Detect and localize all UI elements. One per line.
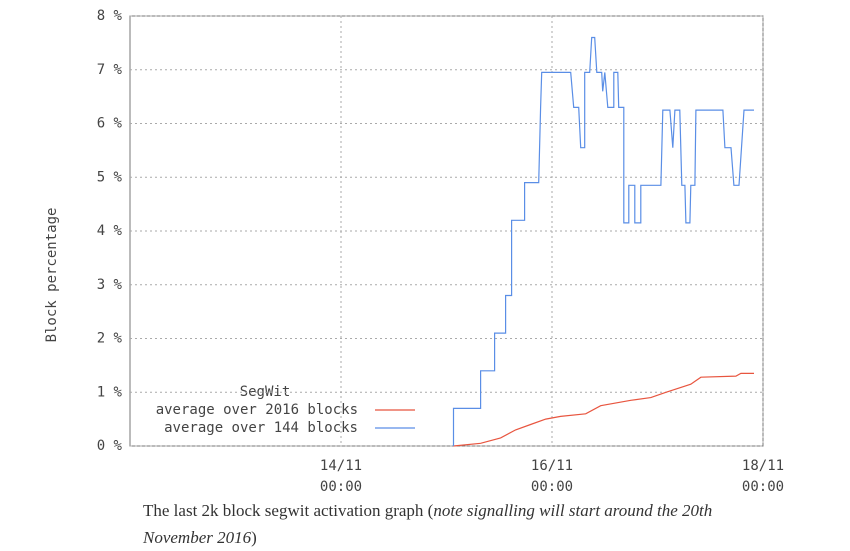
y-tick-label: 7 % [97,62,123,78]
legend-label: average over 144 blocks [164,420,358,436]
x-tick-label: 14/11 00:00 [320,458,362,495]
caption-text: The last 2k block segwit activation grap… [143,501,434,520]
y-tick-label: 4 % [97,223,123,239]
x-tick-label: 16/11 00:00 [531,458,573,495]
y-tick-label: 3 % [97,277,123,293]
caption: The last 2k block segwit activation grap… [143,497,763,551]
legend-label: average over 2016 blocks [156,402,358,418]
data-line [453,372,754,447]
y-tick-label: 5 % [97,169,123,185]
y-tick-label: 8 % [97,8,123,24]
y-tick-label: 6 % [97,116,123,132]
chart: Block percentage SegWit 0 %1 %2 %3 %4 %5… [44,8,784,495]
data-line [452,36,754,446]
y-tick-label: 2 % [97,331,123,347]
caption-close: ) [251,528,257,547]
y-axis-label: Block percentage [44,208,60,343]
y-tick-label: 1 % [97,384,123,400]
y-tick-label: 0 % [97,438,123,454]
caption-note: note signalling will start around the 20… [143,501,713,547]
x-tick-label: 18/11 00:00 [742,458,784,495]
